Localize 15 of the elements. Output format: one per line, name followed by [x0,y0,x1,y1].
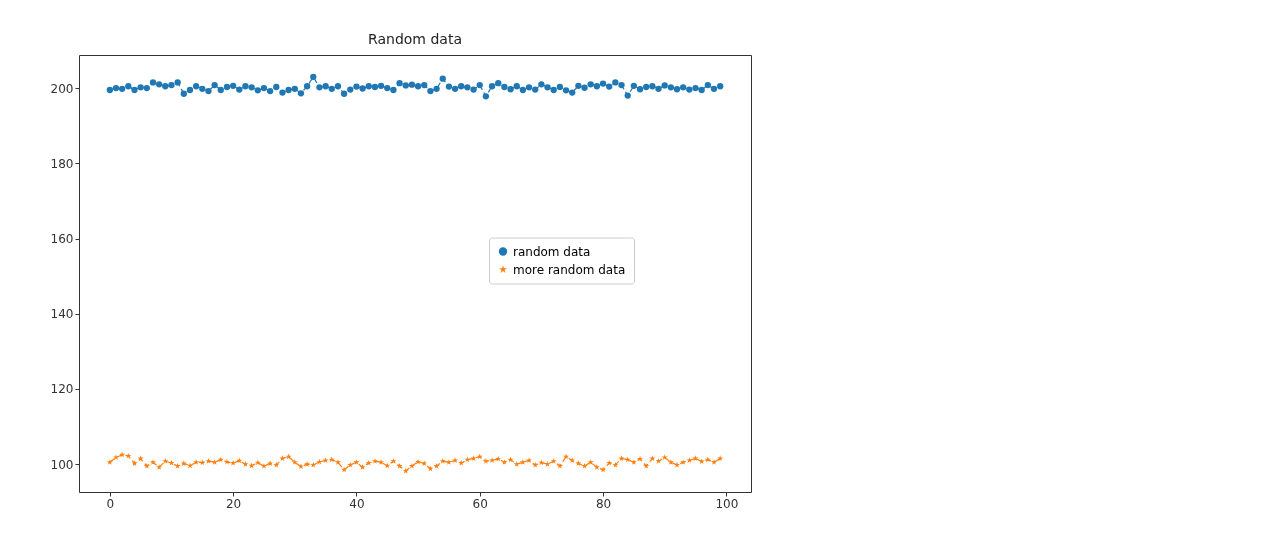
y-tick-label: 120 [50,382,74,397]
x-tick-label: 100 [715,496,739,511]
x-tick-label: 0 [106,496,115,511]
y-tick-label: 140 [50,307,74,322]
x-tick-label: 60 [472,496,488,511]
legend-label: more random data [513,262,626,277]
legend-label: random data [513,244,591,259]
y-tick-label: 200 [50,81,74,96]
y-tick-label: 160 [50,232,74,247]
y-tick-label: 100 [50,457,74,472]
x-tick-label: 40 [349,496,365,511]
chart-title: Random data [368,31,462,47]
x-tick-label: 20 [225,496,242,511]
x-tick-label: 80 [595,496,612,511]
y-tick-label: 180 [50,156,74,171]
